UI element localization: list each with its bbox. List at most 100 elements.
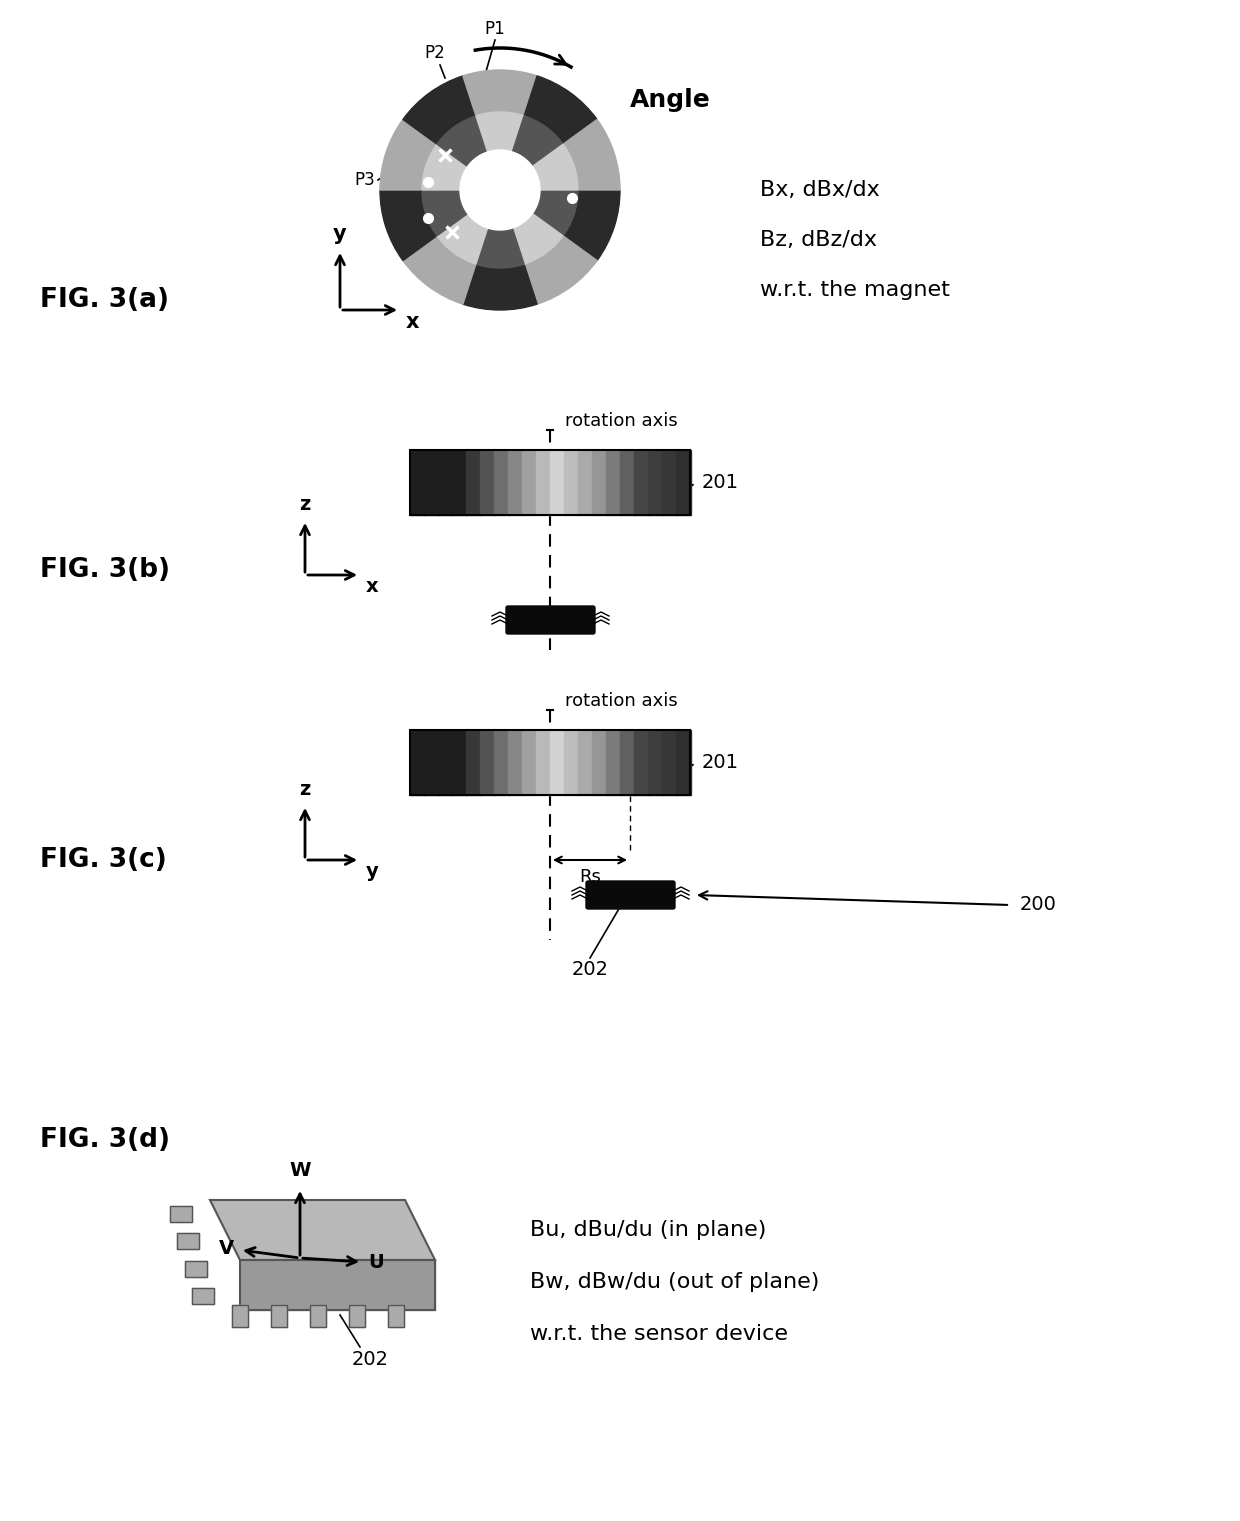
Text: Rs: Rs	[579, 868, 601, 887]
Wedge shape	[500, 116, 563, 190]
Text: FIG. 3(b): FIG. 3(b)	[40, 557, 170, 583]
Text: 200: 200	[1021, 896, 1056, 914]
Bar	[177, 1234, 200, 1249]
Text: Bx, dBx/dx: Bx, dBx/dx	[760, 179, 879, 199]
Bar	[310, 1305, 325, 1326]
Bar	[387, 1305, 403, 1326]
Bar	[438, 730, 453, 795]
Wedge shape	[500, 190, 620, 260]
Bar	[310, 1305, 325, 1326]
Bar	[387, 1305, 403, 1326]
Bar	[270, 1305, 286, 1326]
Bar	[508, 730, 523, 795]
Wedge shape	[403, 190, 500, 304]
Bar	[634, 730, 649, 795]
Bar	[676, 730, 691, 795]
Bar	[348, 1305, 365, 1326]
Bar	[606, 730, 621, 795]
Wedge shape	[379, 190, 500, 260]
Bar	[649, 730, 663, 795]
Wedge shape	[436, 190, 500, 265]
Text: W: W	[289, 1161, 311, 1180]
Bar	[649, 450, 663, 516]
Text: z: z	[299, 780, 311, 799]
Wedge shape	[500, 76, 598, 190]
Bar	[536, 730, 551, 795]
Text: w.r.t. the sensor device: w.r.t. the sensor device	[529, 1323, 787, 1345]
Bar	[480, 450, 495, 516]
Polygon shape	[210, 1200, 435, 1259]
Bar	[676, 450, 691, 516]
Bar	[438, 450, 453, 516]
Text: P2: P2	[424, 44, 445, 62]
Bar	[634, 450, 649, 516]
Text: U: U	[368, 1253, 383, 1273]
Wedge shape	[422, 190, 500, 236]
Bar	[192, 1288, 215, 1303]
Text: Bu, dBu/du (in plane): Bu, dBu/du (in plane)	[529, 1220, 766, 1240]
Bar	[578, 730, 593, 795]
Bar	[185, 1261, 207, 1276]
Bar	[536, 450, 551, 516]
Bar	[508, 450, 523, 516]
Wedge shape	[500, 144, 578, 190]
Text: x: x	[366, 576, 378, 596]
Text: V: V	[219, 1238, 234, 1258]
Bar	[232, 1305, 248, 1326]
Bar	[494, 730, 508, 795]
Bar	[177, 1234, 200, 1249]
Text: 202: 202	[572, 960, 609, 980]
FancyBboxPatch shape	[587, 881, 675, 910]
Wedge shape	[500, 190, 563, 265]
Wedge shape	[500, 120, 620, 190]
Text: x: x	[405, 312, 419, 332]
Bar	[480, 730, 495, 795]
Bar	[453, 730, 467, 795]
Bar	[620, 730, 635, 795]
Bar	[620, 450, 635, 516]
Polygon shape	[241, 1259, 435, 1310]
FancyBboxPatch shape	[506, 605, 595, 634]
Bar	[453, 450, 467, 516]
Text: FIG. 3(c): FIG. 3(c)	[40, 847, 166, 873]
Wedge shape	[436, 116, 500, 190]
Bar	[522, 450, 537, 516]
Bar	[551, 450, 565, 516]
Wedge shape	[379, 120, 500, 190]
Wedge shape	[403, 76, 500, 190]
Bar	[424, 450, 439, 516]
Text: P1: P1	[485, 20, 506, 38]
Bar	[410, 730, 425, 795]
Bar	[591, 450, 608, 516]
Text: FIG. 3(d): FIG. 3(d)	[40, 1127, 170, 1153]
Wedge shape	[500, 190, 598, 304]
Bar	[232, 1305, 248, 1326]
Bar	[494, 450, 508, 516]
Bar	[410, 450, 425, 516]
Bar	[578, 450, 593, 516]
Bar	[348, 1305, 365, 1326]
Text: Bw, dBw/du (out of plane): Bw, dBw/du (out of plane)	[529, 1272, 820, 1291]
Wedge shape	[463, 70, 537, 190]
Bar	[551, 730, 565, 795]
Text: y: y	[334, 224, 347, 243]
Bar	[564, 730, 579, 795]
Text: y: y	[366, 862, 378, 881]
Bar	[410, 730, 689, 795]
Wedge shape	[476, 113, 525, 190]
Wedge shape	[476, 190, 525, 268]
Bar	[424, 730, 439, 795]
Text: 202: 202	[351, 1351, 388, 1369]
Bar	[410, 450, 689, 516]
Wedge shape	[422, 144, 500, 190]
Text: rotation axis: rotation axis	[565, 412, 678, 430]
Bar	[466, 730, 481, 795]
Bar	[662, 730, 677, 795]
Text: FIG. 3(a): FIG. 3(a)	[40, 287, 169, 313]
Bar	[591, 730, 608, 795]
Bar	[170, 1206, 192, 1221]
Text: P3: P3	[355, 170, 374, 189]
Bar	[564, 450, 579, 516]
Bar	[466, 450, 481, 516]
Text: z: z	[299, 494, 311, 514]
